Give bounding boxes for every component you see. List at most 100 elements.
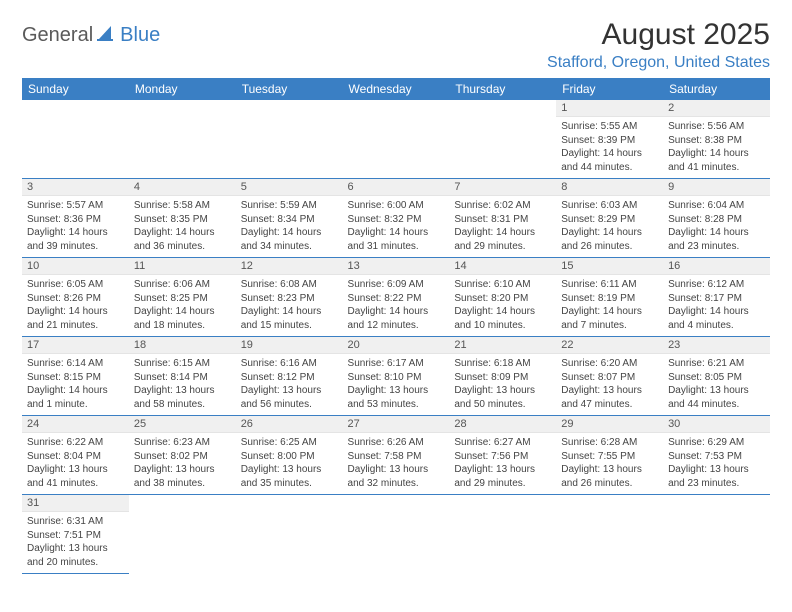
day-number: 17	[22, 337, 129, 354]
calendar-cell: 31Sunrise: 6:31 AMSunset: 7:51 PMDayligh…	[22, 495, 129, 574]
day-body: Sunrise: 6:22 AMSunset: 8:04 PMDaylight:…	[22, 433, 129, 494]
calendar-cell: 1Sunrise: 5:55 AMSunset: 8:39 PMDaylight…	[556, 100, 663, 179]
calendar-cell: 15Sunrise: 6:11 AMSunset: 8:19 PMDayligh…	[556, 258, 663, 337]
day-body: Sunrise: 5:55 AMSunset: 8:39 PMDaylight:…	[556, 117, 663, 178]
day-body: Sunrise: 6:20 AMSunset: 8:07 PMDaylight:…	[556, 354, 663, 415]
day-number: 16	[663, 258, 770, 275]
day-number: 30	[663, 416, 770, 433]
day-number: 14	[449, 258, 556, 275]
day-body: Sunrise: 6:02 AMSunset: 8:31 PMDaylight:…	[449, 196, 556, 257]
day-number: 11	[129, 258, 236, 275]
day-body: Sunrise: 6:11 AMSunset: 8:19 PMDaylight:…	[556, 275, 663, 336]
location-subtitle: Stafford, Oregon, United States	[547, 54, 770, 72]
calendar-cell: 17Sunrise: 6:14 AMSunset: 8:15 PMDayligh…	[22, 337, 129, 416]
calendar-table: Sunday Monday Tuesday Wednesday Thursday…	[22, 78, 770, 574]
calendar-cell: 18Sunrise: 6:15 AMSunset: 8:14 PMDayligh…	[129, 337, 236, 416]
day-body: Sunrise: 5:57 AMSunset: 8:36 PMDaylight:…	[22, 196, 129, 257]
calendar-cell: 30Sunrise: 6:29 AMSunset: 7:53 PMDayligh…	[663, 416, 770, 495]
calendar-cell	[343, 100, 450, 179]
calendar-cell	[236, 100, 343, 179]
day-number: 26	[236, 416, 343, 433]
day-number: 13	[343, 258, 450, 275]
calendar-week-row: 17Sunrise: 6:14 AMSunset: 8:15 PMDayligh…	[22, 337, 770, 416]
calendar-cell: 10Sunrise: 6:05 AMSunset: 8:26 PMDayligh…	[22, 258, 129, 337]
day-number: 22	[556, 337, 663, 354]
calendar-week-row: 1Sunrise: 5:55 AMSunset: 8:39 PMDaylight…	[22, 100, 770, 179]
calendar-cell: 27Sunrise: 6:26 AMSunset: 7:58 PMDayligh…	[343, 416, 450, 495]
calendar-cell	[129, 495, 236, 574]
col-sunday: Sunday	[22, 78, 129, 100]
day-number: 19	[236, 337, 343, 354]
day-body: Sunrise: 6:17 AMSunset: 8:10 PMDaylight:…	[343, 354, 450, 415]
header: General Blue August 2025 Stafford, Orego…	[22, 18, 770, 72]
col-friday: Friday	[556, 78, 663, 100]
calendar-week-row: 24Sunrise: 6:22 AMSunset: 8:04 PMDayligh…	[22, 416, 770, 495]
day-body: Sunrise: 6:23 AMSunset: 8:02 PMDaylight:…	[129, 433, 236, 494]
col-thursday: Thursday	[449, 78, 556, 100]
day-body: Sunrise: 6:14 AMSunset: 8:15 PMDaylight:…	[22, 354, 129, 415]
calendar-cell: 20Sunrise: 6:17 AMSunset: 8:10 PMDayligh…	[343, 337, 450, 416]
day-body: Sunrise: 6:15 AMSunset: 8:14 PMDaylight:…	[129, 354, 236, 415]
day-body: Sunrise: 6:04 AMSunset: 8:28 PMDaylight:…	[663, 196, 770, 257]
logo: General Blue	[22, 24, 160, 47]
calendar-cell: 6Sunrise: 6:00 AMSunset: 8:32 PMDaylight…	[343, 179, 450, 258]
day-body: Sunrise: 6:25 AMSunset: 8:00 PMDaylight:…	[236, 433, 343, 494]
calendar-cell	[343, 495, 450, 574]
day-number: 9	[663, 179, 770, 196]
logo-text-general: General	[22, 24, 93, 47]
day-number: 20	[343, 337, 450, 354]
calendar-cell: 26Sunrise: 6:25 AMSunset: 8:00 PMDayligh…	[236, 416, 343, 495]
calendar-cell: 12Sunrise: 6:08 AMSunset: 8:23 PMDayligh…	[236, 258, 343, 337]
calendar-cell: 7Sunrise: 6:02 AMSunset: 8:31 PMDaylight…	[449, 179, 556, 258]
calendar-cell	[22, 100, 129, 179]
calendar-cell	[449, 100, 556, 179]
day-number: 28	[449, 416, 556, 433]
col-tuesday: Tuesday	[236, 78, 343, 100]
calendar-cell: 3Sunrise: 5:57 AMSunset: 8:36 PMDaylight…	[22, 179, 129, 258]
calendar-cell: 22Sunrise: 6:20 AMSunset: 8:07 PMDayligh…	[556, 337, 663, 416]
day-number: 15	[556, 258, 663, 275]
calendar-week-row: 10Sunrise: 6:05 AMSunset: 8:26 PMDayligh…	[22, 258, 770, 337]
day-number: 4	[129, 179, 236, 196]
day-body: Sunrise: 6:29 AMSunset: 7:53 PMDaylight:…	[663, 433, 770, 494]
day-number: 3	[22, 179, 129, 196]
calendar-cell: 9Sunrise: 6:04 AMSunset: 8:28 PMDaylight…	[663, 179, 770, 258]
day-number: 10	[22, 258, 129, 275]
day-number: 25	[129, 416, 236, 433]
day-body: Sunrise: 5:59 AMSunset: 8:34 PMDaylight:…	[236, 196, 343, 257]
logo-sail-icon	[97, 24, 117, 47]
calendar-cell	[663, 495, 770, 574]
day-body: Sunrise: 6:09 AMSunset: 8:22 PMDaylight:…	[343, 275, 450, 336]
calendar-week-row: 3Sunrise: 5:57 AMSunset: 8:36 PMDaylight…	[22, 179, 770, 258]
calendar-cell: 8Sunrise: 6:03 AMSunset: 8:29 PMDaylight…	[556, 179, 663, 258]
day-body: Sunrise: 6:10 AMSunset: 8:20 PMDaylight:…	[449, 275, 556, 336]
page-title: August 2025	[547, 18, 770, 52]
day-number: 8	[556, 179, 663, 196]
day-number: 29	[556, 416, 663, 433]
day-number: 1	[556, 100, 663, 117]
calendar-cell	[129, 100, 236, 179]
day-body: Sunrise: 6:03 AMSunset: 8:29 PMDaylight:…	[556, 196, 663, 257]
day-number: 7	[449, 179, 556, 196]
day-number: 5	[236, 179, 343, 196]
day-number: 24	[22, 416, 129, 433]
day-number: 31	[22, 495, 129, 512]
day-body: Sunrise: 6:16 AMSunset: 8:12 PMDaylight:…	[236, 354, 343, 415]
day-body: Sunrise: 6:05 AMSunset: 8:26 PMDaylight:…	[22, 275, 129, 336]
day-body: Sunrise: 5:58 AMSunset: 8:35 PMDaylight:…	[129, 196, 236, 257]
day-body: Sunrise: 6:08 AMSunset: 8:23 PMDaylight:…	[236, 275, 343, 336]
day-number: 12	[236, 258, 343, 275]
calendar-cell	[449, 495, 556, 574]
title-block: August 2025 Stafford, Oregon, United Sta…	[547, 18, 770, 72]
day-body: Sunrise: 6:31 AMSunset: 7:51 PMDaylight:…	[22, 512, 129, 573]
calendar-cell	[556, 495, 663, 574]
calendar-cell: 11Sunrise: 6:06 AMSunset: 8:25 PMDayligh…	[129, 258, 236, 337]
calendar-cell: 2Sunrise: 5:56 AMSunset: 8:38 PMDaylight…	[663, 100, 770, 179]
calendar-header-row: Sunday Monday Tuesday Wednesday Thursday…	[22, 78, 770, 100]
day-number: 6	[343, 179, 450, 196]
calendar-week-row: 31Sunrise: 6:31 AMSunset: 7:51 PMDayligh…	[22, 495, 770, 574]
day-body: Sunrise: 6:00 AMSunset: 8:32 PMDaylight:…	[343, 196, 450, 257]
day-body: Sunrise: 6:18 AMSunset: 8:09 PMDaylight:…	[449, 354, 556, 415]
col-monday: Monday	[129, 78, 236, 100]
calendar-cell: 13Sunrise: 6:09 AMSunset: 8:22 PMDayligh…	[343, 258, 450, 337]
